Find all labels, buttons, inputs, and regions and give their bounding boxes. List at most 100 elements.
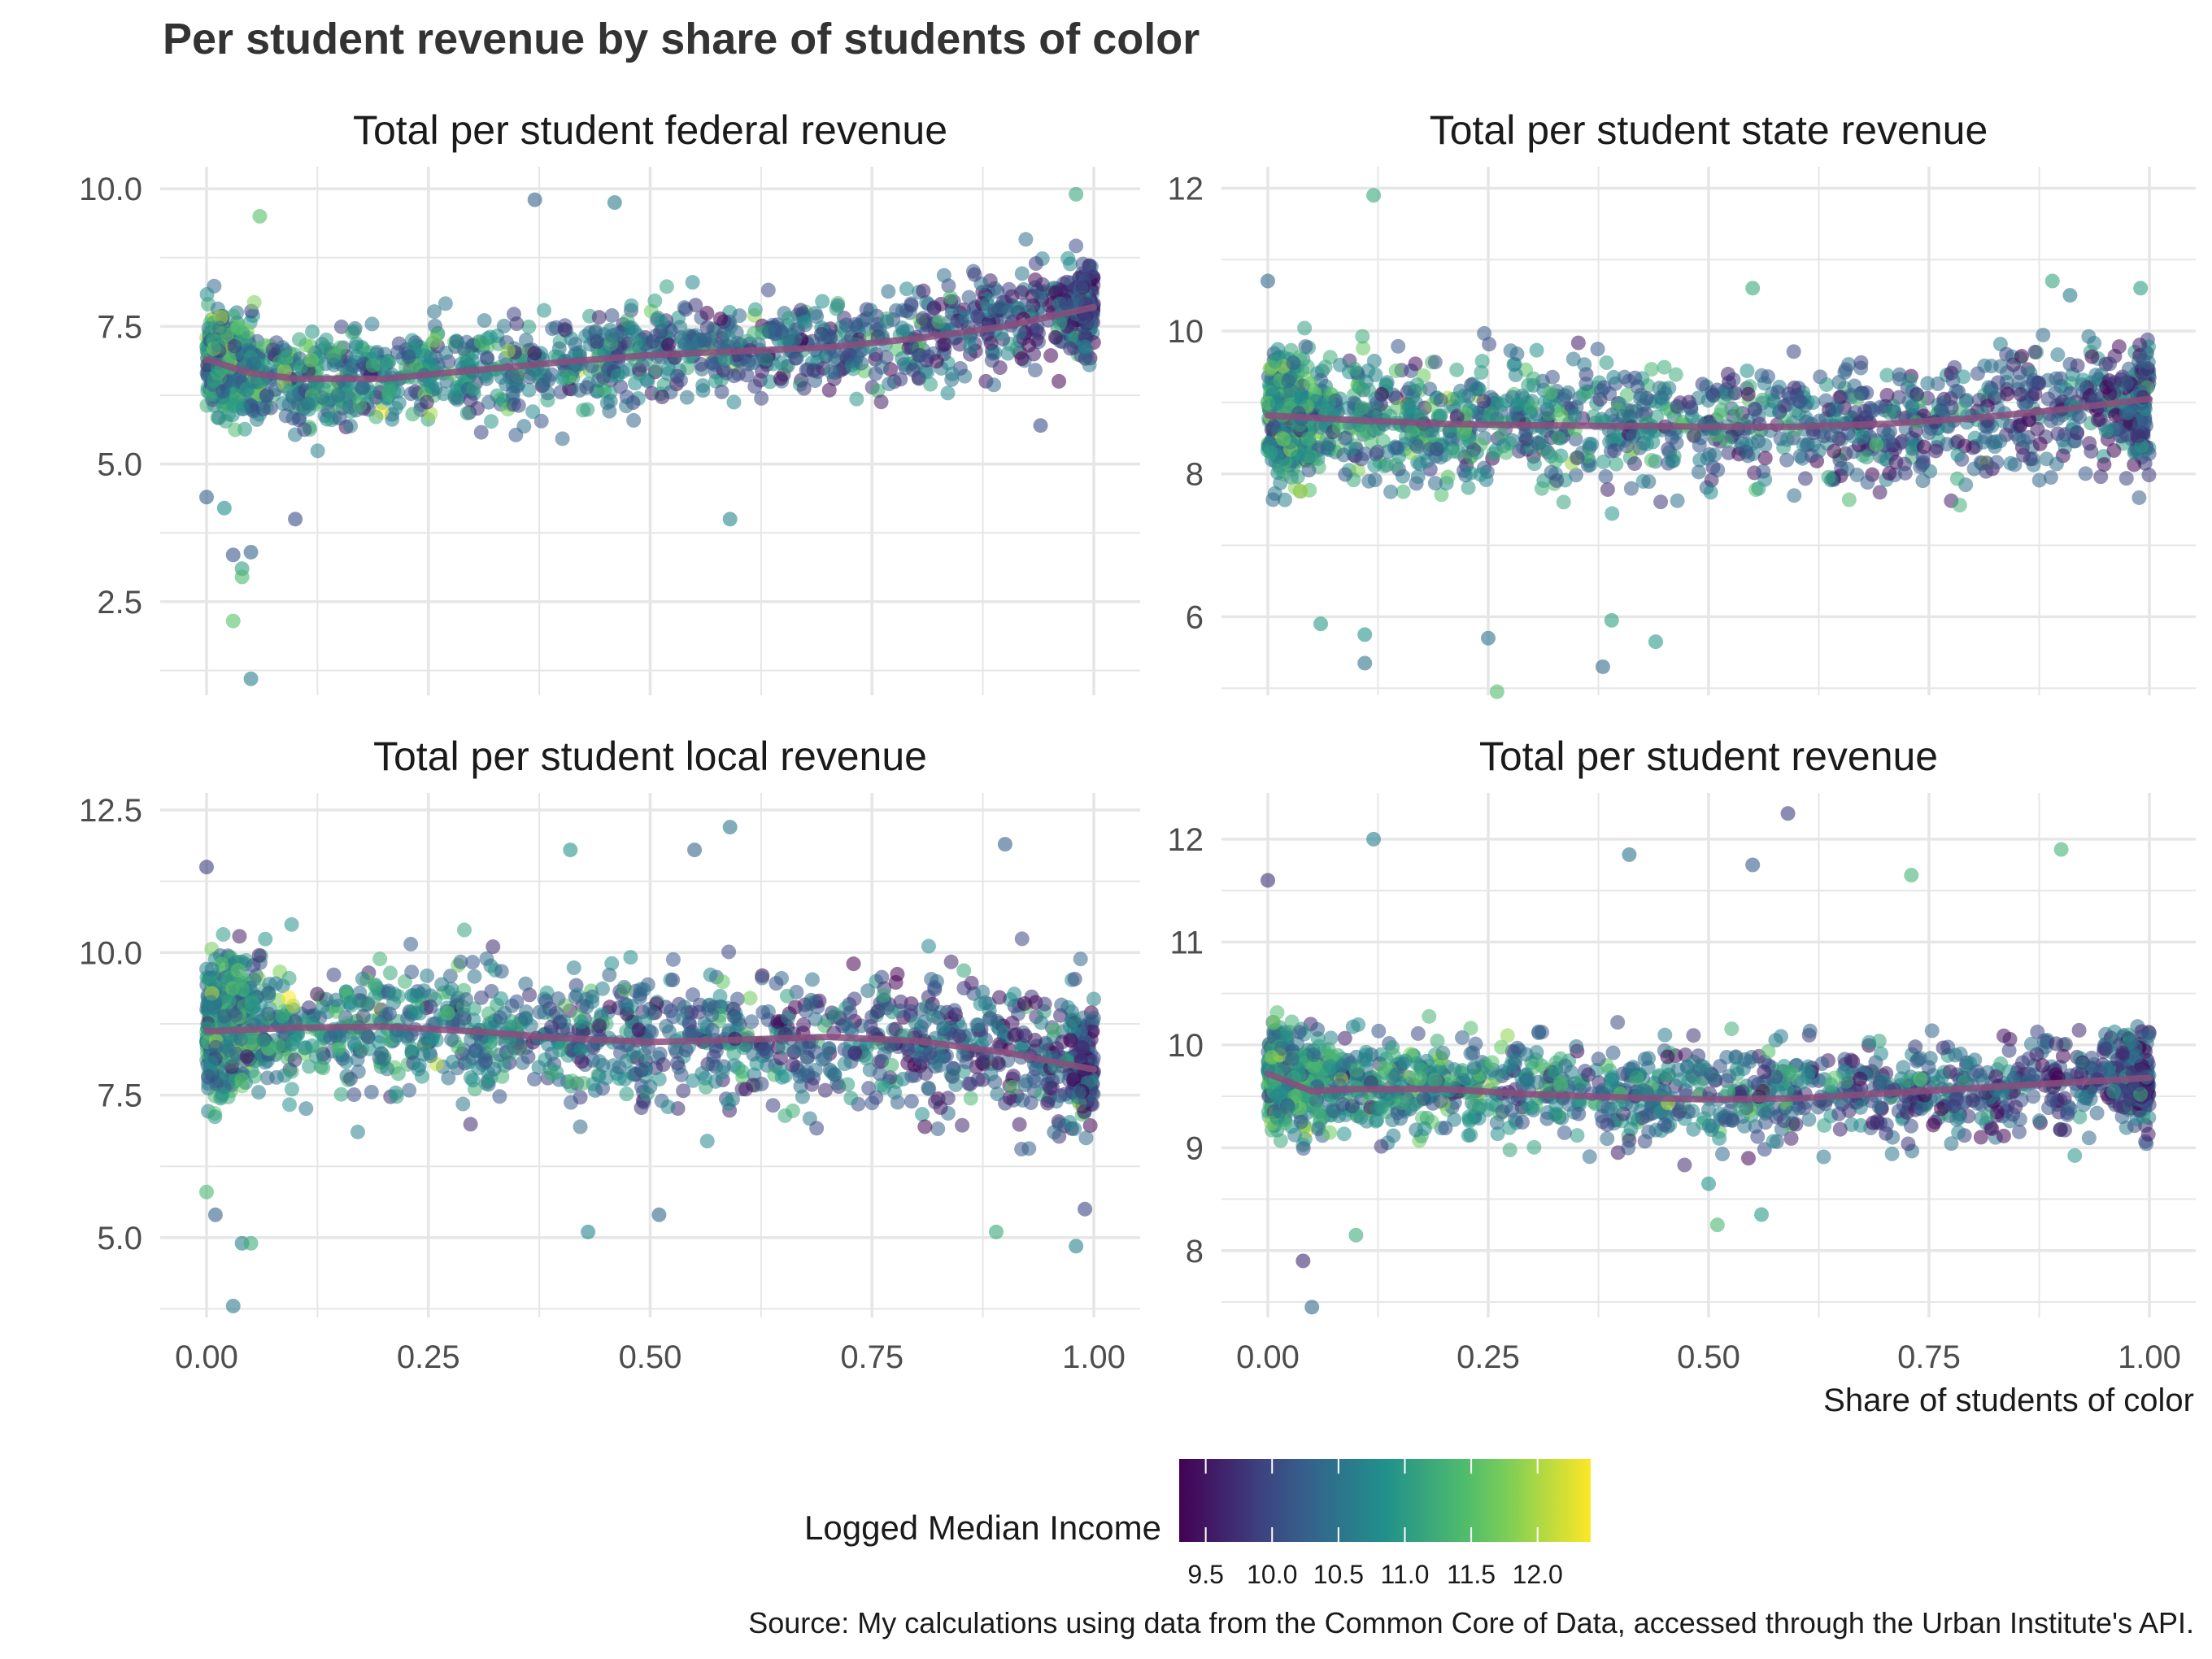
data-point [2118, 405, 2134, 420]
data-point [537, 303, 552, 318]
data-point [1410, 469, 1426, 485]
data-point [1792, 448, 1808, 464]
data-point [1018, 232, 1034, 247]
data-point [1332, 357, 1348, 372]
data-point [265, 342, 281, 358]
data-point [2069, 425, 2084, 440]
data-point [746, 355, 761, 370]
data-point [332, 411, 347, 426]
data-point [1828, 402, 1844, 417]
data-point [1869, 437, 1884, 452]
data-point [1477, 325, 1492, 341]
data-point [1740, 386, 1756, 402]
data-point [758, 351, 773, 367]
data-point [796, 1017, 812, 1033]
data-point [755, 970, 770, 986]
data-point [1359, 424, 1374, 439]
data-point [1705, 387, 1721, 403]
data-point [990, 1086, 1005, 1102]
data-point [943, 1067, 959, 1082]
data-point [1665, 453, 1680, 468]
data-point [1388, 363, 1404, 378]
data-point [1744, 436, 1760, 451]
outlier-point [199, 490, 214, 505]
data-point [541, 372, 556, 388]
data-point [381, 354, 397, 369]
data-point [1605, 506, 1620, 521]
data-point [868, 366, 883, 381]
data-point [333, 340, 348, 355]
data-point [685, 275, 700, 290]
data-point [712, 311, 728, 327]
data-point [1449, 391, 1465, 407]
outlier-point [2062, 288, 2078, 303]
data-point [1837, 364, 1853, 380]
data-point [484, 414, 499, 429]
data-point [234, 1072, 250, 1087]
data-point [1354, 400, 1369, 416]
data-point [916, 283, 931, 298]
data-point [2075, 377, 2090, 393]
data-point [1521, 377, 1536, 393]
data-point [557, 322, 573, 337]
data-point [258, 931, 273, 947]
outlier-point [1366, 188, 1382, 203]
data-point [2050, 347, 2066, 363]
data-point [301, 1000, 316, 1016]
data-point [734, 1064, 750, 1079]
data-point [1502, 435, 1517, 451]
data-point [624, 298, 639, 313]
data-point [445, 1054, 460, 1069]
data-point [1626, 429, 1641, 444]
data-point [708, 373, 723, 389]
data-point [726, 394, 742, 410]
data-point [1683, 400, 1699, 416]
data-point [604, 307, 620, 323]
data-point [760, 282, 776, 298]
data-point [1665, 430, 1680, 446]
data-point [1913, 459, 1928, 474]
data-point [591, 1054, 607, 1069]
data-point [1578, 377, 1594, 392]
data-point [859, 302, 874, 317]
data-point [427, 304, 442, 320]
data-point [1710, 462, 1726, 477]
data-point [1449, 362, 1465, 377]
data-point [2049, 456, 2064, 472]
data-point [579, 380, 594, 395]
data-point [555, 431, 570, 446]
data-point [573, 1090, 588, 1105]
data-point [984, 353, 999, 368]
data-point [773, 371, 788, 386]
data-point [788, 351, 803, 366]
outlier-point [1745, 281, 1761, 296]
data-point [895, 351, 910, 367]
panel-title: Total per student local revenue [373, 734, 927, 779]
data-point [1422, 381, 1438, 397]
data-point [915, 1107, 930, 1122]
data-point [580, 402, 595, 417]
data-point [2093, 469, 2109, 485]
data-point [1269, 395, 1285, 411]
data-point [1028, 256, 1043, 272]
data-point [310, 986, 325, 1002]
data-point [1021, 1141, 1037, 1156]
data-point [2027, 344, 2043, 359]
data-point [986, 377, 1002, 393]
data-point [465, 955, 481, 970]
data-point [1609, 456, 1624, 472]
data-point [660, 1099, 676, 1115]
data-point [961, 1076, 977, 1091]
data-point [955, 1117, 970, 1133]
data-point [781, 311, 796, 326]
data-point [1729, 405, 1744, 420]
panel-title: Total per student federal revenue [353, 107, 947, 153]
data-point [2084, 349, 2100, 364]
data-point [292, 332, 307, 347]
data-point [1952, 498, 1967, 513]
data-point [733, 352, 748, 368]
data-point [1301, 431, 1317, 446]
data-point [806, 363, 821, 378]
y-tick-label: 5.0 [97, 1221, 142, 1256]
data-point [246, 356, 262, 372]
